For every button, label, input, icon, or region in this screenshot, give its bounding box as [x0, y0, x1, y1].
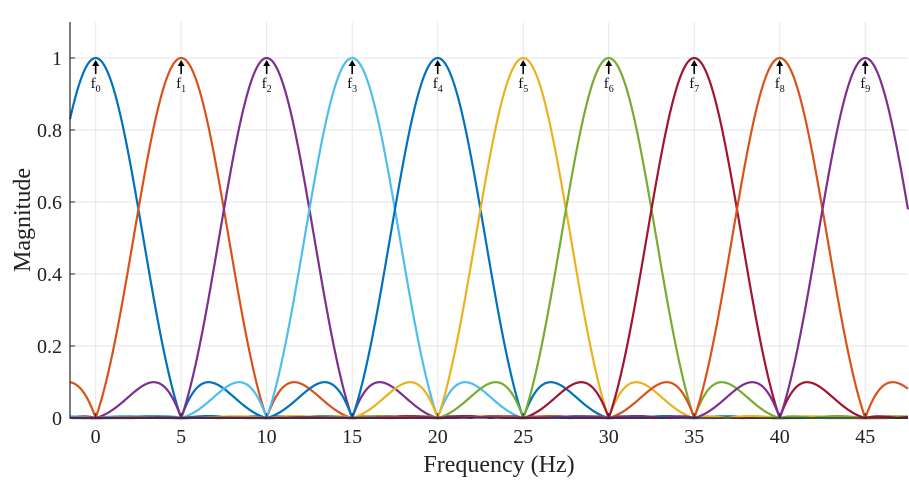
y-tick-label: 1 [52, 48, 62, 70]
arrow-head [263, 60, 271, 66]
annotation-label: f6 [604, 76, 614, 95]
x-tick-label: 20 [428, 426, 448, 448]
annotation-label: f3 [347, 76, 357, 95]
arrow-head [177, 60, 185, 66]
annotation-label: f5 [518, 76, 528, 95]
arrow-head [434, 60, 442, 66]
frequency-annotations: f0 f1 f2 f3 f4 f5 f6 f7 f8 f9 [91, 60, 870, 95]
x-tick-labels: 0 5 10 15 20 25 30 35 40 45 [91, 413, 875, 448]
series-layer [68, 56, 909, 420]
x-tick-label: 25 [513, 426, 533, 448]
annotation-label: f9 [860, 76, 870, 95]
x-tick-label: 5 [176, 426, 186, 448]
x-axis-label: Frequency (Hz) [423, 452, 574, 478]
arrow-head [861, 60, 869, 66]
y-tick-labels: 0 0.2 0.4 0.6 0.8 1 [37, 48, 75, 430]
annotation-label: f1 [176, 76, 186, 95]
arrow-head [92, 60, 100, 66]
y-tick-label: 0.8 [37, 120, 62, 142]
y-tick-label: 0.4 [37, 264, 62, 286]
annotation-label: f4 [433, 76, 443, 95]
y-tick-label: 0.6 [37, 192, 62, 214]
x-tick-label: 15 [342, 426, 362, 448]
x-tick-label: 35 [684, 426, 704, 448]
arrow-head [690, 60, 698, 66]
series-line-2 [69, 56, 908, 420]
annotation-label: f2 [262, 76, 272, 95]
x-tick-label: 30 [599, 426, 619, 448]
arrow-head [776, 60, 784, 66]
y-tick-label: 0 [52, 408, 62, 430]
annotation-label: f7 [689, 76, 699, 95]
y-axis-label: Magnitude [10, 168, 36, 272]
annotation-label: f8 [775, 76, 785, 95]
arrow-head [605, 60, 613, 66]
x-tick-label: 40 [770, 426, 790, 448]
x-tick-label: 10 [257, 426, 277, 448]
x-tick-label: 0 [91, 426, 101, 448]
arrow-head [348, 60, 356, 66]
x-tick-label: 45 [855, 426, 875, 448]
arrow-head [519, 60, 527, 66]
y-tick-label: 0.2 [37, 336, 62, 358]
annotation-label: f0 [91, 76, 101, 95]
